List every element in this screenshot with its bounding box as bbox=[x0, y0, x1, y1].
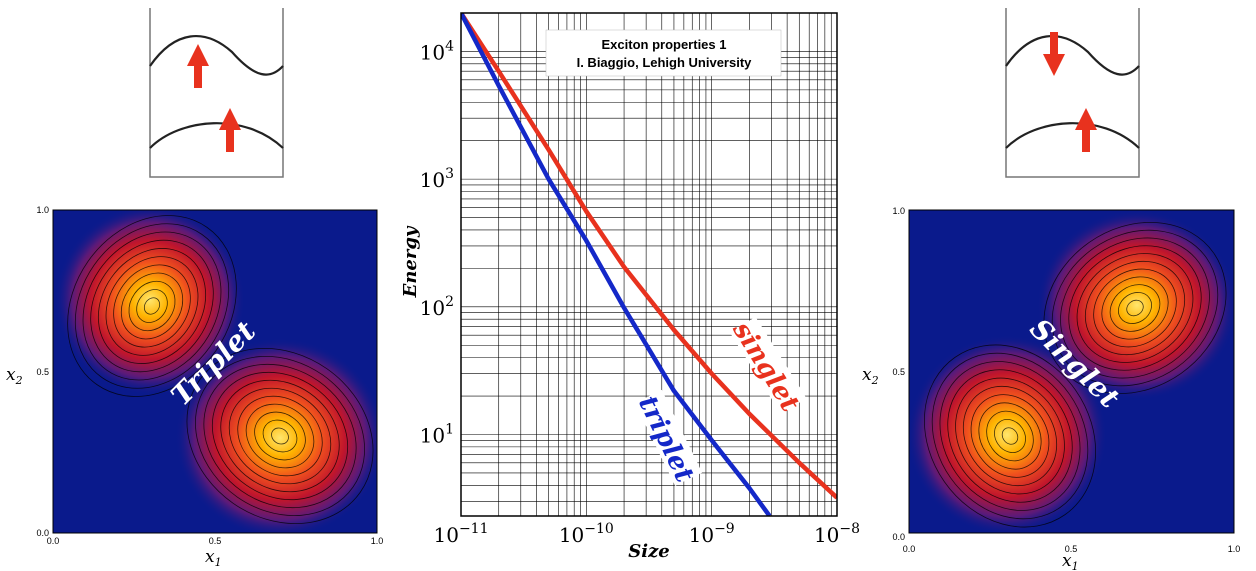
x-axis-label: Size bbox=[628, 541, 670, 562]
contour-line bbox=[203, 363, 357, 509]
contour-line bbox=[924, 344, 1096, 528]
lower-band-curve bbox=[1005, 122, 1140, 149]
contour-line bbox=[220, 379, 340, 493]
x-tick-label: 10−10 bbox=[559, 521, 614, 547]
spin-up-arrow-icon bbox=[187, 44, 209, 88]
contour-line bbox=[978, 402, 1042, 470]
x-tick-label: 0.0 bbox=[47, 536, 60, 546]
contour-line bbox=[1060, 237, 1210, 379]
contour-line bbox=[97, 248, 207, 364]
x-tick-label: 10−9 bbox=[689, 521, 735, 547]
chart-title: Exciton properties 1 bbox=[602, 37, 727, 52]
contour-line bbox=[254, 411, 306, 461]
triplet-curve bbox=[461, 13, 772, 516]
spin-up-arrow-icon bbox=[1075, 108, 1097, 152]
x-tick-label: 10−8 bbox=[814, 521, 860, 547]
contour-line bbox=[237, 395, 323, 477]
contour-line bbox=[82, 231, 222, 381]
x-tick-label: 0.5 bbox=[1065, 544, 1078, 554]
contour-line bbox=[90, 239, 214, 373]
band-box bbox=[1005, 8, 1140, 178]
y-tick-label: 0.0 bbox=[892, 532, 905, 542]
contour-line bbox=[1118, 292, 1152, 324]
y-tick-label: 104 bbox=[420, 38, 454, 64]
band-diagram-singlet bbox=[1005, 8, 1140, 178]
contour-line bbox=[947, 369, 1073, 503]
contour-line bbox=[955, 377, 1065, 495]
plot-frame bbox=[460, 12, 838, 517]
x-tick-label: 0.5 bbox=[209, 536, 222, 546]
x-tick-label: 0.0 bbox=[903, 544, 916, 554]
contour-line bbox=[1126, 299, 1144, 317]
contour-line bbox=[970, 394, 1050, 478]
y-axis-label: Energy bbox=[400, 225, 421, 298]
contour-line bbox=[1043, 222, 1227, 394]
contour-line bbox=[1093, 268, 1177, 348]
contour-line bbox=[262, 419, 298, 453]
spin-down-arrow-icon bbox=[1043, 32, 1065, 76]
energy-vs-size-chart: 10−11 10−10 10−9 10−8 101 102 103 104 Exciton p… bbox=[400, 12, 860, 562]
y-axis-label: x2 bbox=[862, 365, 879, 387]
contour-line bbox=[228, 387, 332, 485]
y-tick-label: 101 bbox=[420, 422, 454, 448]
contour-line bbox=[1076, 253, 1194, 363]
density-lobe bbox=[909, 335, 1107, 533]
spin-up-arrow-icon bbox=[219, 108, 241, 152]
contour-line bbox=[113, 264, 191, 348]
contour-line bbox=[143, 297, 161, 315]
band-diagram-triplet bbox=[149, 8, 284, 178]
y-tick-label: 1.0 bbox=[36, 205, 49, 215]
y-tick-label: 103 bbox=[420, 166, 454, 192]
contour-line bbox=[74, 223, 230, 389]
contour-line bbox=[939, 361, 1081, 511]
upper-band-curve bbox=[1005, 35, 1140, 76]
contour-line bbox=[1068, 245, 1202, 371]
contour-line bbox=[128, 280, 176, 332]
chart-subtitle: I. Biaggio, Lehigh University bbox=[577, 55, 753, 70]
lower-band-curve bbox=[149, 122, 284, 149]
y-axis-label: x2 bbox=[6, 365, 23, 387]
title-box bbox=[545, 29, 782, 77]
contour-line bbox=[986, 410, 1034, 462]
x-tick-label: 10−11 bbox=[434, 521, 489, 547]
x-axis-label: x1 bbox=[205, 547, 222, 569]
contour-line bbox=[105, 256, 199, 356]
contour-line bbox=[245, 403, 315, 469]
contour-line bbox=[186, 348, 374, 524]
contour-line bbox=[136, 289, 168, 323]
contour-line bbox=[67, 215, 237, 397]
contour-line bbox=[1109, 284, 1161, 332]
contour-line bbox=[1051, 229, 1219, 387]
y-tick-label: 102 bbox=[420, 294, 454, 320]
x-tick-label: 1.0 bbox=[1228, 544, 1241, 554]
x-axis-label: x1 bbox=[1062, 551, 1079, 571]
y-tick-label: 0.0 bbox=[36, 528, 49, 538]
contour-line bbox=[195, 356, 365, 516]
contour-line bbox=[931, 352, 1089, 520]
y-tick-label: 0.5 bbox=[892, 367, 905, 377]
contour-line bbox=[994, 419, 1026, 453]
singlet-wavefunction-plot: Singlet 0.0 0.5 1.0 0.0 0.5 1.0 x1 x2 bbox=[862, 206, 1241, 571]
contour-line bbox=[1001, 427, 1019, 445]
contour-line bbox=[1101, 276, 1169, 340]
y-tick-label: 0.5 bbox=[36, 367, 49, 377]
y-tick-label: 1.0 bbox=[892, 206, 905, 216]
upper-band-curve bbox=[149, 35, 284, 76]
x-tick-label: 1.0 bbox=[371, 536, 384, 546]
contour-line bbox=[1084, 260, 1186, 356]
singlet-curve bbox=[461, 13, 837, 500]
contour-line bbox=[271, 427, 289, 445]
contour-line bbox=[962, 385, 1058, 487]
density-lobe bbox=[1037, 210, 1234, 400]
contour-line bbox=[211, 371, 349, 501]
triplet-wavefunction-plot: Triplet 0.0 0.5 1.0 0.0 0.5 1.0 x1 x2 bbox=[6, 205, 384, 569]
contour-line bbox=[120, 272, 184, 340]
band-box bbox=[149, 8, 284, 178]
plot-area bbox=[461, 13, 837, 516]
density-lobe bbox=[55, 210, 245, 395]
